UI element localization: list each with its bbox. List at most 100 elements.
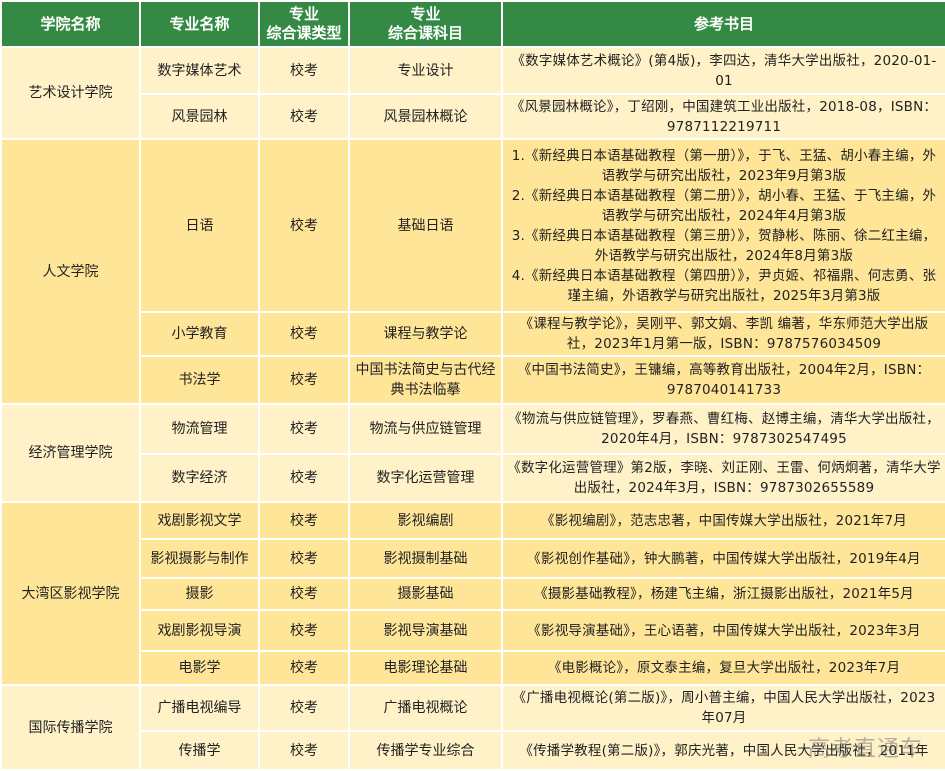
reference-entry: 《数字媒体艺术概论》(第4版)，李四达，清华大学出版社，2020-01-01: [511, 52, 937, 89]
course-type-cell: 校考: [258, 453, 350, 503]
course-type-cell: 校考: [258, 93, 350, 140]
references-cell: 《影视创作基础》，钟大鹏著，中国传媒大学出版社，2019年4月: [501, 538, 945, 579]
table-row: 经济管理学院 物流管理 校考 物流与供应链管理 《物流与供应链管理》，罗春燕、曹红梅、赵…: [0, 403, 945, 503]
table-row: 书法学 校考 中国书法简史与古代经典书法临摹 《中国书法简史》，王镛编，高等教育出版社…: [1, 355, 945, 405]
major-cell: 戏剧影视文学: [139, 501, 260, 540]
table-row: 影视摄影与制作 校考 影视摄制基础 《影视创作基础》，钟大鹏著，中国传媒大学出版社，2…: [1, 538, 945, 579]
course-subject-cell: 影视摄制基础: [348, 538, 503, 579]
major-cell: 小学教育: [139, 311, 260, 357]
course-type-cell: 校考: [258, 46, 350, 95]
course-subject-cell: 物流与供应链管理: [348, 403, 503, 455]
table-row: 大湾区影视学院 戏剧影视文学 校考 影视编剧 《影视编剧》，范志忠著，中国传媒大学出版社…: [0, 501, 945, 686]
table-row: 艺术设计学院 数字媒体艺术 校考 专业设计 《数字媒体艺术概论》(第4版)，李四达，清华…: [0, 46, 945, 140]
major-cell: 数字媒体艺术: [139, 46, 260, 95]
course-type-cell: 校考: [258, 138, 350, 313]
references-cell: 1.《新经典日本语基础教程（第一册）》，于飞、王猛、胡小春主编，外语教学与研究出…: [501, 138, 945, 313]
course-type-cell: 校考: [258, 684, 350, 732]
course-subject-cell: 课程与教学论: [348, 311, 503, 357]
major-cell: 日语: [139, 138, 260, 313]
table-row: 戏剧影视导演 校考 影视导演基础 《影视导演基础》，王心语著，中国传媒大学出版社，20…: [1, 609, 945, 652]
major-cell: 物流管理: [139, 403, 260, 455]
references-cell: 《摄影基础教程》，杨建飞主编，浙江摄影出版社，2021年5月: [501, 577, 945, 611]
course-subject-cell: 影视编剧: [348, 501, 503, 540]
course-subject-cell: 数字化运营管理: [348, 453, 503, 503]
table-row: 风景园林 校考 风景园林概论 《风景园林概论》，丁绍刚，中国建筑工业出版社，2018-…: [1, 93, 945, 140]
table-row: 小学教育 校考 课程与教学论 《课程与教学论》，吴刚平、郭文娟、李凯 编著，华东师范大…: [1, 311, 945, 357]
references-cell: 《电影概论》，原文泰主编，复旦大学出版社，2023年7月: [501, 650, 945, 686]
header-major: 专业名称: [139, 0, 260, 48]
reference-entry: 《影视编剧》，范志忠著，中国传媒大学出版社，2021年7月: [541, 512, 907, 529]
header-course-type: 专业 综合课类型: [258, 0, 350, 48]
major-cell: 摄影: [139, 577, 260, 611]
references-cell: 《中国书法简史》，王镛编，高等教育出版社，2004年2月，ISBN：978704…: [501, 355, 945, 405]
course-type-cell: 校考: [258, 403, 350, 455]
major-cell: 广播电视编导: [139, 684, 260, 732]
table-row: 数字经济 校考 数字化运营管理 《数字化运营管理》第2版，李晓、刘正刚、王雷、何炳炯著…: [1, 453, 945, 503]
course-type-cell: 校考: [258, 650, 350, 686]
college-cell: 大湾区影视学院: [0, 501, 141, 686]
course-type-cell: 校考: [258, 577, 350, 611]
course-type-cell: 校考: [258, 538, 350, 579]
course-type-cell: 校考: [258, 355, 350, 405]
course-type-cell: 校考: [258, 501, 350, 540]
course-type-cell: 校考: [258, 730, 350, 771]
header-course-subject: 专业 综合课科目: [348, 0, 503, 48]
reference-entry: 《传播学教程(第二版)》，郭庆光著，中国人民大学出版社，2011年: [519, 742, 929, 759]
references-cell: 《影视导演基础》，王心语著，中国传媒大学出版社，2023年3月: [501, 609, 945, 652]
course-subject-cell: 传播学专业综合: [348, 730, 503, 771]
table-row: 传播学 校考 传播学专业综合 《传播学教程(第二版)》，郭庆光著，中国人民大学出版社，…: [1, 730, 945, 771]
reference-entry: 《摄影基础教程》，杨建飞主编，浙江摄影出版社，2021年5月: [534, 586, 914, 602]
course-subject-cell: 摄影基础: [348, 577, 503, 611]
course-type-cell: 校考: [258, 311, 350, 357]
major-cell: 戏剧影视导演: [139, 609, 260, 652]
watermark: 高考直通车: [807, 737, 923, 762]
references-cell: 《数字化运营管理》第2版，李晓、刘正刚、王雷、何炳炯著，清华大学出版社，2024…: [501, 453, 945, 503]
major-cell: 影视摄影与制作: [139, 538, 260, 579]
table-row: 电影学 校考 电影理论基础 《电影概论》，原文泰主编，复旦大学出版社，2023年7月: [1, 650, 945, 686]
course-subject-cell: 中国书法简史与古代经典书法临摹: [348, 355, 503, 405]
college-cell: 国际传播学院: [0, 684, 141, 771]
course-subject-cell: 广播电视概论: [348, 684, 503, 732]
major-cell: 数字经济: [139, 453, 260, 503]
college-cell: 经济管理学院: [0, 403, 141, 503]
reference-entry: 《物流与供应链管理》，罗春燕、曹红梅、赵博主编，清华大学出版社，2020年4月，…: [508, 411, 940, 447]
major-cell: 风景园林: [139, 93, 260, 140]
table-row: 人文学院 日语 校考 基础日语 1.《新经典日本语基础教程（第一册）》，于飞、王猛、胡小…: [0, 138, 945, 405]
references-cell: 《物流与供应链管理》，罗春燕、曹红梅、赵博主编，清华大学出版社，2020年4月，…: [501, 403, 945, 455]
reference-entry: 《中国书法简史》，王镛编，高等教育出版社，2004年2月，ISBN：978704…: [517, 362, 931, 398]
references-cell: 《风景园林概论》，丁绍刚，中国建筑工业出版社，2018-08，ISBN：9787…: [501, 93, 945, 140]
reference-entry: 《数字化运营管理》第2版，李晓、刘正刚、王雷、何炳炯著，清华大学出版社，2024…: [507, 460, 941, 496]
reference-entry: 《课程与教学论》，吴刚平、郭文娟、李凯 编著，华东师范大学出版社，2023年1月…: [519, 316, 929, 352]
course-subject-cell: 电影理论基础: [348, 650, 503, 686]
header-references: 参考书目: [501, 0, 945, 48]
reference-entry: 《广播电视概论(第二版)》，周小普主编，中国人民大学出版社，2023年07月: [512, 690, 936, 726]
reference-entry: 2.《新经典日本语基础教程（第二册）》，胡小春、王猛、于飞主编，外语教学与研究出…: [511, 187, 937, 224]
reference-entry: 《影视导演基础》，王心语著，中国传媒大学出版社，2023年3月: [527, 622, 921, 639]
references-cell: 《影视编剧》，范志忠著，中国传媒大学出版社，2021年7月: [501, 501, 945, 540]
references-cell: 《传播学教程(第二版)》，郭庆光著，中国人民大学出版社，2011年: [501, 730, 945, 771]
course-subject-cell: 专业设计: [348, 46, 503, 95]
college-cell: 人文学院: [0, 138, 141, 405]
header-row: 学院名称 专业名称 专业 综合课类型 专业 综合课科目 参考书目: [0, 0, 945, 48]
major-cell: 传播学: [139, 730, 260, 771]
reference-entry: 3.《新经典日本语基础教程（第三册）》，贺静彬、陈丽、徐二红主编，外语教学与研究…: [511, 227, 937, 264]
course-subject-cell: 影视导演基础: [348, 609, 503, 652]
header-college: 学院名称: [0, 0, 141, 48]
reference-entry: 《风景园林概论》，丁绍刚，中国建筑工业出版社，2018-08，ISBN：9787…: [510, 98, 938, 135]
table-row: 摄影 校考 摄影基础 《摄影基础教程》，杨建飞主编，浙江摄影出版社，2021年5月: [1, 577, 945, 611]
references-cell: 《数字媒体艺术概论》(第4版)，李四达，清华大学出版社，2020-01-01: [501, 46, 945, 95]
course-subject-cell: 风景园林概论: [348, 93, 503, 140]
course-type-cell: 校考: [258, 609, 350, 652]
reference-entry: 4.《新经典日本语基础教程（第四册）》，尹贞姬、祁福鼎、何志勇、张瑾主编，外语教…: [511, 267, 937, 304]
major-cell: 电影学: [139, 650, 260, 686]
references-cell: 《课程与教学论》，吴刚平、郭文娟、李凯 编著，华东师范大学出版社，2023年1月…: [501, 311, 945, 357]
college-cell: 艺术设计学院: [0, 46, 141, 140]
major-cell: 书法学: [139, 355, 260, 405]
table-body: 艺术设计学院 数字媒体艺术 校考 专业设计 《数字媒体艺术概论》(第4版)，李四达，清华…: [0, 46, 945, 771]
reference-entry: 《影视创作基础》，钟大鹏著，中国传媒大学出版社，2019年4月: [527, 550, 921, 567]
course-subject-cell: 基础日语: [348, 138, 503, 313]
table-row: 国际传播学院 广播电视编导 校考 广播电视概论 《广播电视概论(第二版)》，周小普主编，…: [0, 684, 945, 771]
reference-entry: 1.《新经典日本语基础教程（第一册）》，于飞、王猛、胡小春主编，外语教学与研究出…: [511, 147, 937, 184]
reference-entry: 《电影概论》，原文泰主编，复旦大学出版社，2023年7月: [547, 660, 901, 676]
